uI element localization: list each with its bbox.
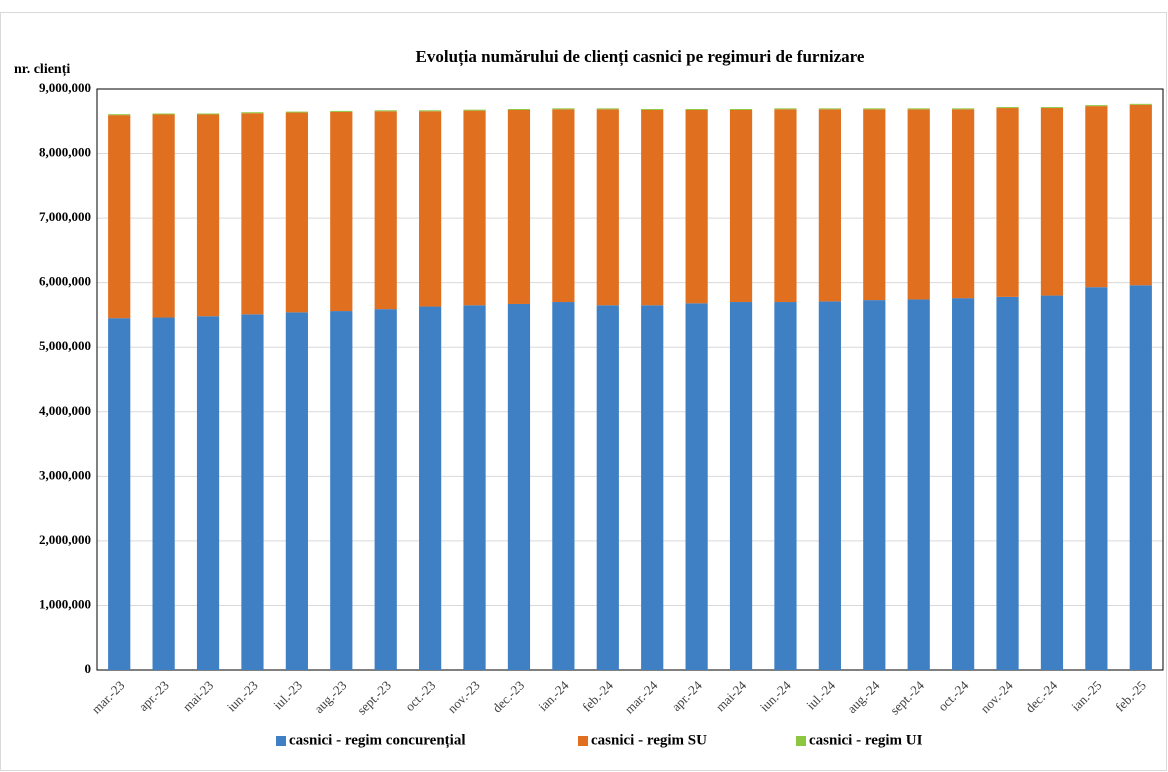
plot-border [96, 88, 1164, 671]
bar-segment [685, 109, 708, 304]
bar-segment [241, 113, 264, 315]
bar-segment [552, 302, 575, 670]
bar-segment [285, 111, 308, 113]
y-tick-label: 9,000,000 [39, 80, 91, 95]
y-tick-label: 4,000,000 [39, 403, 91, 418]
bar-segment [419, 110, 442, 112]
bar-segment [374, 110, 397, 112]
bar-segment [1040, 295, 1064, 670]
bar-segment [1129, 103, 1152, 105]
bar-segment [374, 309, 397, 670]
bar-segment [907, 108, 930, 110]
bar-segment [596, 108, 619, 110]
y-tick-label: 2,000,000 [39, 532, 91, 547]
bar-segment [463, 109, 486, 111]
bar-segment [419, 111, 442, 307]
bar-segment [507, 303, 531, 670]
bar-segment [774, 109, 797, 303]
bar-segment [818, 108, 841, 110]
legend-label: casnici - regim concurențial [289, 732, 466, 748]
bar-segment [552, 108, 575, 110]
bar-segment [1040, 108, 1064, 296]
bar-segment [774, 108, 797, 110]
bar-segment [419, 306, 442, 670]
y-tick-label: 5,000,000 [39, 338, 91, 353]
bar-segment [507, 109, 531, 110]
y-tick-label: 8,000,000 [39, 145, 91, 160]
bar-segment [907, 109, 930, 300]
bar-segment [952, 109, 975, 299]
bar-segment [952, 298, 975, 670]
y-tick-label: 7,000,000 [39, 209, 91, 224]
bar-segment [463, 305, 486, 670]
bar-segment [996, 296, 1019, 670]
bar-segment [863, 109, 886, 301]
chart-frame [0, 12, 1167, 771]
bar-segment [641, 305, 664, 670]
y-axis-label: nr. clienți [14, 62, 70, 77]
bar-segment [1129, 104, 1152, 286]
bar-segment [685, 109, 708, 110]
bar-segment [641, 109, 664, 306]
bar-segment [729, 109, 753, 110]
bar-segment [863, 300, 886, 670]
bar-segment [196, 113, 220, 115]
bar-segment [818, 301, 841, 670]
bar-segment [152, 114, 175, 318]
bar-segment [196, 114, 220, 317]
legend-label: casnici - regim UI [809, 732, 923, 748]
bar-segment [552, 109, 575, 303]
bar-segment [863, 108, 886, 110]
bar-segment [152, 113, 175, 115]
bar-segment [596, 109, 619, 306]
bar-segment [729, 302, 753, 670]
bar-segment [507, 109, 531, 304]
bar-segment [108, 115, 131, 319]
bar-segment [641, 109, 664, 110]
bar-segment [330, 111, 353, 312]
bar-segment [285, 312, 308, 670]
legend-swatch [276, 736, 286, 746]
bar-segment [596, 305, 619, 670]
bar-segment [818, 109, 841, 302]
bar-segment [463, 110, 486, 306]
bar-segment [907, 299, 930, 670]
y-tick-label: 1,000,000 [39, 596, 91, 611]
legend-swatch [578, 736, 588, 746]
bar-segment [330, 311, 353, 670]
bar-segment [685, 303, 708, 670]
bar-segment [729, 109, 753, 303]
bar-segment [196, 316, 220, 670]
bar-segment [1085, 287, 1108, 670]
y-tick-label: 6,000,000 [39, 274, 91, 289]
legend-label: casnici - regim SU [591, 732, 707, 748]
y-tick-label: 3,000,000 [39, 467, 91, 482]
bar-segment [152, 317, 175, 670]
bar-segment [241, 314, 264, 670]
bar-segment [952, 108, 975, 110]
bar-segment [285, 112, 308, 313]
bar-segment [108, 114, 131, 116]
bar-segment [108, 318, 131, 670]
bar-segment [1085, 105, 1108, 107]
bar-segment [1040, 107, 1064, 109]
bar-segment [996, 107, 1019, 109]
chart-title: Evoluția numărului de clienți casnici pe… [416, 47, 865, 67]
bar-segment [1129, 285, 1152, 670]
bar-segment [241, 112, 264, 114]
bar-segment [374, 111, 397, 310]
bar-segment [774, 302, 797, 670]
bar-segment [996, 108, 1019, 297]
y-tick-label: 0 [85, 661, 92, 676]
bar-segment [330, 110, 353, 112]
bar-segment [1085, 106, 1108, 288]
legend-swatch [796, 736, 806, 746]
